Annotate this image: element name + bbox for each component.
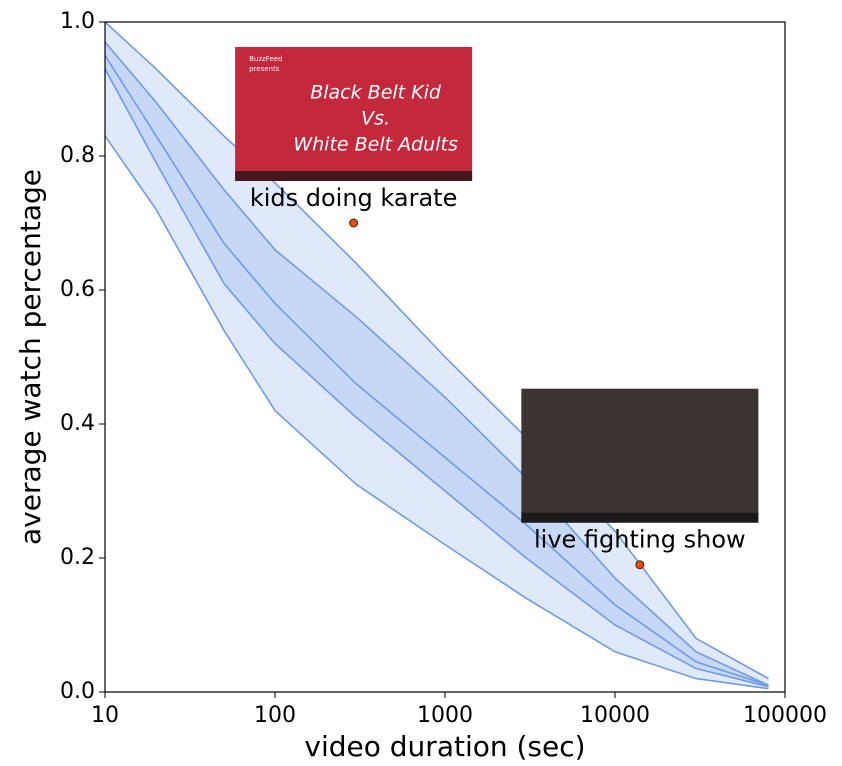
thumbnail-text: Vs. [361,108,390,130]
thumbnail-text: presents [249,65,280,73]
x-tick-label: 10 [91,703,119,728]
thumbnail-text: Black Belt Kid [310,82,442,104]
thumbnail-text: BuzzFeed [249,55,282,63]
y-tick-label: 0.6 [60,277,95,302]
y-tick-label: 1.0 [60,9,95,34]
y-tick-label: 0.4 [60,411,95,436]
thumbnail [521,389,758,523]
annotation-label: live fighting show [534,526,746,554]
x-axis-label: video duration (sec) [304,730,585,763]
x-tick-label: 10000 [580,703,650,728]
y-tick-label: 0.8 [60,143,95,168]
thumbnail-player-bar [235,171,472,181]
x-tick-label: 100 [254,703,296,728]
y-axis-label: average watch percentage [14,169,47,545]
annotation-point [350,219,358,227]
annotation-label: kids doing karate [250,184,458,212]
thumbnail-text: White Belt Adults [293,134,458,156]
y-tick-label: 0.0 [60,679,95,704]
thumbnail-player-bar [521,513,758,523]
annotation-point [636,561,644,569]
chart: video duration (sec) average watch perce… [0,0,842,766]
y-tick-label: 0.2 [60,545,95,570]
x-tick-label: 100000 [743,703,827,728]
x-tick-label: 1000 [417,703,473,728]
